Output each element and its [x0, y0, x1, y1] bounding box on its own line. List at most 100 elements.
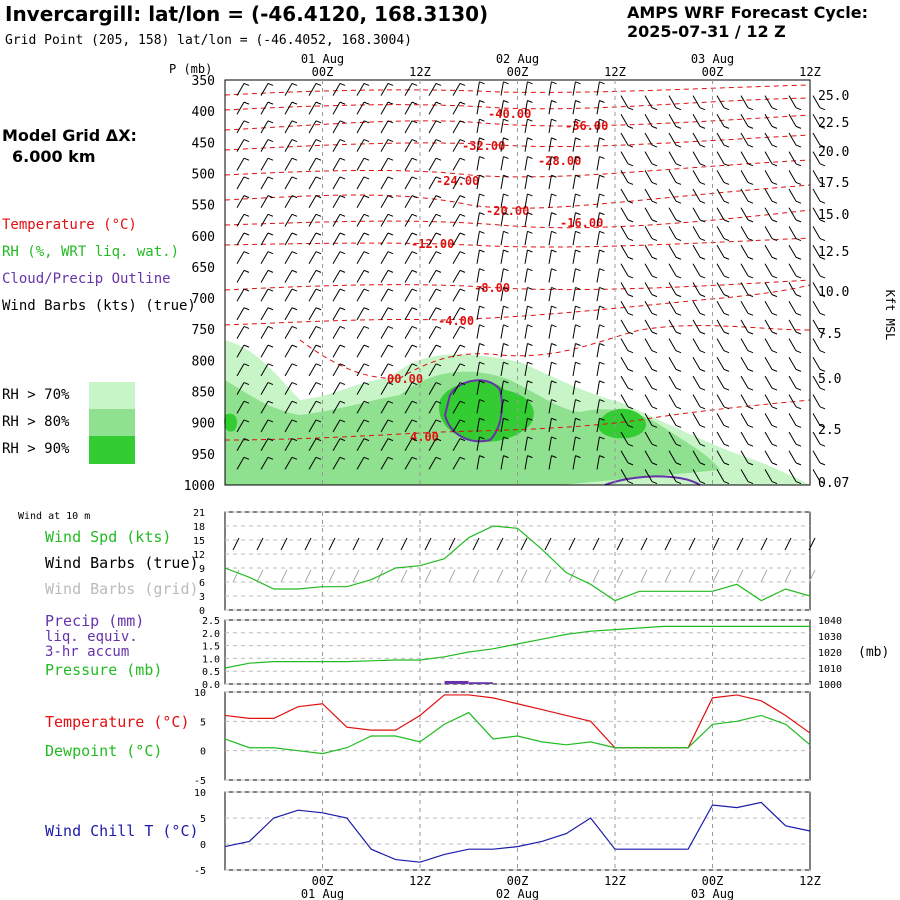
wind-barb — [332, 288, 341, 302]
wind-barb — [428, 139, 437, 152]
wind-barb-flag — [599, 137, 605, 141]
wind-barb — [812, 394, 821, 408]
wind-barb — [644, 263, 653, 277]
wind-barb-grid — [280, 569, 288, 583]
wind-barb — [236, 214, 245, 227]
wind-barb-flag — [675, 331, 682, 335]
wind-barb-flag — [627, 350, 634, 354]
wind-barb-flag — [771, 294, 778, 298]
wind-barb-flag — [243, 438, 250, 442]
wind-barb — [236, 344, 245, 358]
wind-barb-flag — [819, 425, 826, 428]
wind-barb-flag — [503, 268, 509, 272]
wind-barb-flag — [575, 436, 581, 440]
wind-barb — [692, 375, 701, 389]
wind-barb-flag — [575, 212, 581, 216]
legend-cloud-outline: Cloud/Precip Outline — [2, 271, 171, 287]
wind-barb-grid — [544, 569, 552, 583]
wind-barb — [788, 338, 797, 351]
wind-barb — [308, 83, 317, 96]
wind-barb-flag — [479, 156, 485, 160]
wind-barb — [620, 263, 629, 277]
wind-barb-flag — [599, 417, 605, 421]
wind-barb — [380, 83, 389, 96]
wind-barb-flag — [479, 286, 485, 290]
wind-barb — [404, 400, 413, 414]
wind-barb — [812, 170, 821, 183]
wind-barb-flag — [771, 107, 778, 111]
wind-barb-flag — [575, 268, 581, 272]
wind-barb — [236, 438, 245, 451]
wind-barb-flag — [459, 232, 466, 236]
height-tick-label: 25.0 — [818, 89, 849, 104]
wind-barb — [620, 282, 629, 295]
wind-barb — [476, 100, 480, 115]
wind-barb — [596, 380, 600, 395]
wind-barb — [500, 418, 504, 433]
height-tick-label: 5.0 — [818, 372, 841, 387]
wind-barb-flag — [291, 195, 298, 199]
wind-barb-flag — [795, 443, 802, 447]
legend-rh90-swatch — [89, 436, 135, 464]
wind-barb — [380, 326, 389, 339]
wind-barb-flag — [339, 456, 346, 460]
wind-barb-flag — [339, 419, 346, 423]
wind-barb — [428, 400, 437, 414]
wind-barb — [812, 431, 821, 445]
wind-barb-grid — [640, 569, 648, 583]
wind-barb-flag — [315, 325, 322, 329]
wind-barb — [452, 382, 461, 395]
wind-barb — [764, 188, 773, 202]
pressure-axis-label: P (mb) — [169, 62, 212, 76]
wind-barb — [332, 307, 341, 321]
wind-barb-flag — [651, 125, 658, 129]
wind-barb — [428, 120, 437, 134]
wind-barb — [356, 419, 365, 433]
wind-barb — [500, 324, 504, 339]
wind-barb — [308, 307, 317, 321]
wind-barb — [812, 319, 821, 333]
wind-barb — [356, 139, 365, 152]
wind-barb-flag — [479, 118, 485, 122]
wind-barb-flag — [819, 462, 826, 466]
wind-barb — [476, 399, 480, 414]
wind-barb-flag — [479, 249, 485, 253]
wind-barb-flag — [363, 325, 370, 329]
wind-barb — [308, 457, 317, 470]
wind-barb-flag — [411, 288, 418, 292]
wind-barb — [524, 287, 528, 302]
temperature-contour-label: 4.00 — [410, 430, 439, 444]
wind-barb — [476, 231, 480, 246]
wind-barb — [548, 100, 552, 115]
wind-barb-flag — [527, 305, 533, 309]
wind-barb-flag — [503, 455, 509, 459]
wind-barb-flag — [723, 294, 730, 298]
wind-barb — [644, 431, 653, 445]
wind-barb-flag — [771, 182, 778, 185]
wind-barb-flag — [771, 256, 778, 260]
wind-barb-flag — [503, 305, 509, 309]
wind-barb-flag — [503, 399, 509, 403]
wind-barb — [572, 175, 576, 190]
wind-barb — [788, 357, 797, 370]
wind-barb — [644, 244, 653, 258]
wind-barb-flag — [527, 193, 533, 197]
wind-barb — [740, 188, 749, 202]
wind-barb-flag — [387, 419, 394, 423]
wind-barb — [644, 319, 653, 333]
wind-barb-flag — [527, 361, 533, 365]
wind-barb-flag — [527, 137, 533, 141]
wind-barb — [788, 207, 797, 221]
time-tick-top: 00Z — [507, 65, 529, 79]
wind-barb — [260, 400, 269, 414]
wind-barb — [308, 101, 317, 115]
wind-barb — [764, 394, 773, 408]
wind-barb — [380, 363, 389, 377]
wind-barb-flag — [503, 174, 509, 178]
wind-barb-flag — [387, 120, 394, 124]
date-label-top: 02 Aug — [496, 52, 539, 66]
wind-barb-flag — [339, 438, 346, 442]
wind-barb-flag — [575, 174, 581, 178]
wind-barb-flag — [551, 343, 557, 346]
wind-barb — [260, 419, 269, 433]
